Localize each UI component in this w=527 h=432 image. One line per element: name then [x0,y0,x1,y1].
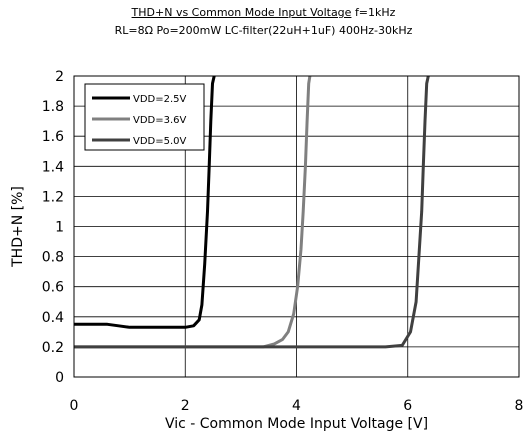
y-axis-label: THD+N [%] [10,186,26,268]
chart-title-suffix: f=1kHz [354,6,396,19]
series-line-3 [74,75,430,349]
legend: VDD=2.5V VDD=3.6V VDD=5.0V [84,83,205,151]
y-tick-label: 1 [55,220,64,236]
chart-subtitle: RL=8Ω Po=200mW LC-filter(22uH+1uF) 400Hz… [114,24,413,37]
y-tick-label: 2 [55,69,64,85]
chart-title-main: THD+N vs Common Mode Input Voltage [131,6,352,19]
y-tick-label: 1.2 [42,189,64,205]
legend-label: VDD=3.6V [133,115,187,126]
legend-label: VDD=2.5V [133,94,187,105]
chart-title: THD+N vs Common Mode Input Voltage f=1kH… [0,6,527,19]
y-tick-label: 0.2 [42,340,64,356]
x-tick-label: 0 [70,398,79,414]
y-tick-label: 1.6 [42,129,64,145]
series-layer [74,75,430,349]
y-tick-label: 1.4 [42,159,64,175]
legend-label: VDD=5.0V [133,136,187,147]
tick-layer: 0 0.2 0.4 0.6 0.8 1 1.2 1.4 1.6 1.8 2 0 2 4 6 8 [42,69,524,414]
x-tick-label: 6 [403,398,412,414]
y-tick-label: 1.8 [42,99,64,115]
x-axis-label: Vic - Common Mode Input Voltage [V] [165,416,428,432]
plot-frame [73,75,520,378]
y-tick-label: 0.4 [42,310,64,326]
x-tick-label: 8 [515,398,524,414]
y-tick-label: 0.6 [42,280,64,296]
y-tick-label: 0 [55,370,64,386]
series-line-1 [74,75,216,329]
y-tick-label: 0.8 [42,250,64,266]
x-tick-label: 4 [292,398,301,414]
x-tick-label: 2 [181,398,190,414]
